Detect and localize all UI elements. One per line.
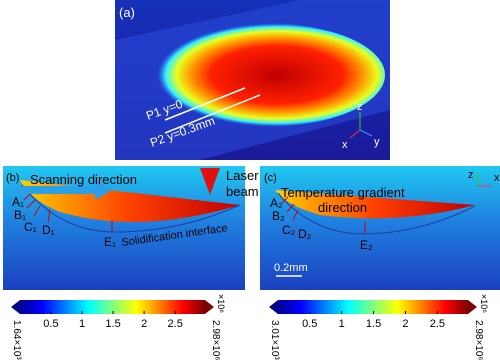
point-label: C₁ [24, 220, 37, 234]
panel-c: (c) Temperature gradient direction A₂ B₂… [260, 166, 500, 290]
colorbar-end [11, 300, 20, 314]
line-p2 [164, 94, 261, 134]
point-label: B₁ [14, 208, 26, 222]
panel-a: (a) P1 y=0 P2 y=0.3mm z x y [115, 0, 390, 160]
multiplier: ×10⁶ [216, 294, 226, 313]
laser-text: Laser [226, 168, 259, 183]
max-label: 2.98×10⁶ [473, 320, 484, 361]
point-label: A₁ [12, 195, 24, 209]
min-label: 3.01×10³ [269, 320, 280, 360]
laser-marker [200, 168, 220, 195]
axis-x [349, 129, 361, 139]
colorbar [278, 300, 468, 314]
tick-label: 1 [339, 318, 345, 330]
panel-b: (b) Scanning direction Laser beam A₁ B₁ … [3, 166, 259, 290]
colorbar-end [468, 300, 477, 314]
axis-label: x [494, 172, 500, 184]
panel-c-background [260, 166, 500, 290]
axis-label: z [468, 169, 474, 181]
gradient-arrows [23, 193, 113, 232]
tick-label: 2 [141, 318, 147, 330]
arrow-text: Scanning direction [30, 172, 137, 187]
point-label: E₂ [360, 238, 373, 252]
axis-label: y [374, 136, 380, 148]
point-label: B₂ [272, 209, 285, 223]
min-label: 1.64×10³ [11, 320, 22, 360]
point-label: D₂ [298, 227, 312, 241]
laser-text: beam [226, 184, 259, 199]
colorbars: 0.5 1 1.5 2 2.5 1.64×10³ 2.98×10⁶ ×10⁶ 0.5 1 1.5 2 2… [11, 294, 489, 361]
gradient-text: direction [318, 200, 367, 215]
interface-line [21, 184, 241, 233]
point-label: A₂ [270, 196, 283, 210]
scan-arrow [15, 180, 112, 200]
scale-text: 0.2mm [274, 262, 308, 274]
panel-label: (a) [119, 5, 135, 20]
axis-label: z [357, 101, 363, 113]
line-p1 [164, 87, 246, 121]
axis-y [359, 129, 373, 137]
melt-pool [145, 23, 385, 127]
tick-label: 2.5 [168, 318, 183, 330]
colorbar-end [205, 300, 214, 314]
point-label: D₁ [42, 223, 55, 237]
tick-label: 1.5 [366, 318, 381, 330]
gradient-text: Temperature gradient [281, 185, 405, 200]
colorbar-end [269, 300, 278, 314]
max-label: 2.98×10⁶ [210, 320, 221, 361]
tick-label: 2.5 [430, 318, 445, 330]
tick-label: 0.5 [43, 318, 58, 330]
point-label: C₂ [282, 223, 296, 237]
panel-label: (b) [6, 172, 19, 184]
axis-label: x [342, 139, 348, 151]
tick-label: 0.5 [302, 318, 317, 330]
point-label: E₁ [104, 235, 116, 249]
tick-label: 1.5 [105, 318, 120, 330]
colorbar [20, 300, 205, 314]
multiplier: ×10⁶ [479, 294, 489, 313]
panel-label: (c) [264, 172, 277, 184]
tick-label: 2 [402, 318, 408, 330]
tick-label: 1 [79, 318, 85, 330]
gradient-arrows [281, 196, 366, 234]
hot-zone [275, 190, 475, 219]
interface-line [277, 192, 476, 235]
